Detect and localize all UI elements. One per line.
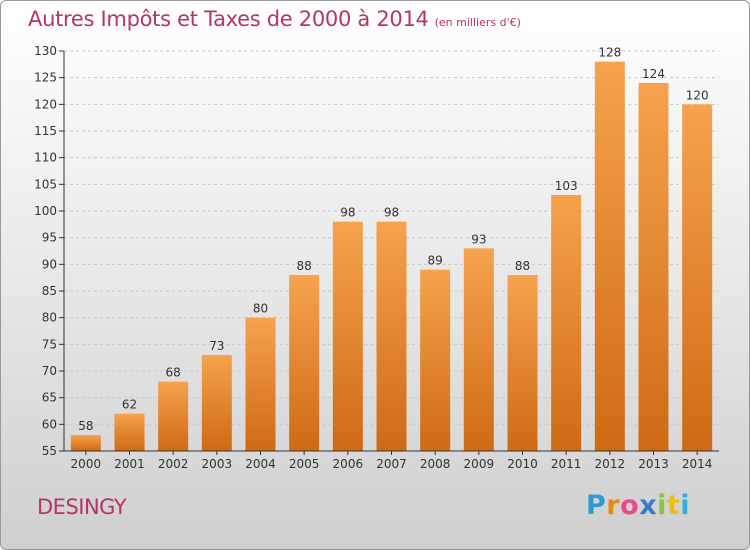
x-tick-label-2008: 2008 xyxy=(420,457,451,471)
chart-subtitle: (en milliers d'€) xyxy=(434,16,521,29)
x-tick-label-2012: 2012 xyxy=(595,457,626,471)
bar-2014 xyxy=(682,104,713,451)
place-name: DESINGY xyxy=(37,495,127,519)
bar-2002 xyxy=(158,381,189,451)
y-tick-label: 60 xyxy=(42,417,57,431)
x-tick-label-2002: 2002 xyxy=(158,457,189,471)
bar-2008 xyxy=(420,269,451,451)
y-tick-label: 115 xyxy=(34,124,57,138)
value-label-2006: 98 xyxy=(340,206,355,220)
y-tick-label: 75 xyxy=(42,337,57,351)
value-labels: 58 62 68 73 80 88 98 98 89 93 88 103 128 124 120 xyxy=(78,46,708,433)
logo-letter: P xyxy=(586,490,607,521)
value-label-2007: 98 xyxy=(384,206,399,220)
logo-letter: i xyxy=(680,490,691,521)
y-tick-label: 90 xyxy=(42,257,57,271)
y-tick-label: 80 xyxy=(42,311,57,325)
value-label-2000: 58 xyxy=(78,419,93,433)
logo-letter: x xyxy=(639,490,658,521)
bar-2011 xyxy=(551,195,582,451)
value-label-2013: 124 xyxy=(642,67,665,81)
logo-letter: t xyxy=(666,490,681,521)
x-tick-label-2006: 2006 xyxy=(333,457,364,471)
x-tick-label-2003: 2003 xyxy=(202,457,233,471)
bar-2012 xyxy=(594,61,625,452)
value-label-2010: 88 xyxy=(515,259,530,273)
y-tick-label: 85 xyxy=(42,284,57,298)
value-label-2005: 88 xyxy=(297,259,312,273)
value-label-2001: 62 xyxy=(122,398,137,412)
bar-2007 xyxy=(376,221,407,451)
y-tick-label: 95 xyxy=(42,231,57,245)
x-tick-label-2004: 2004 xyxy=(245,457,276,471)
value-label-2003: 73 xyxy=(209,339,224,353)
logo-letter: r xyxy=(606,490,621,521)
value-label-2009: 93 xyxy=(471,232,486,246)
chart-title: Autres Impôts et Taxes de 2000 à 2014 (en… xyxy=(28,7,521,31)
y-tick-label: 70 xyxy=(42,364,57,378)
x-tick-label-2007: 2007 xyxy=(376,457,407,471)
bar-2003 xyxy=(201,355,232,451)
y-tick-label: 105 xyxy=(34,177,57,191)
x-tick-label-2000: 2000 xyxy=(71,457,102,471)
bar-2004 xyxy=(245,317,276,451)
proxiti-logo: Proxiti xyxy=(586,490,690,521)
x-tick-label-2014: 2014 xyxy=(682,457,713,471)
bar-2010 xyxy=(507,275,538,451)
bar-2005 xyxy=(289,275,320,451)
bar-2000 xyxy=(70,435,101,451)
y-tick-label: 100 xyxy=(34,204,57,218)
value-label-2012: 128 xyxy=(598,46,621,60)
value-label-2011: 103 xyxy=(555,179,578,193)
bar-2009 xyxy=(463,248,494,451)
bar-2013 xyxy=(638,83,669,451)
y-tick-label: 130 xyxy=(34,44,57,58)
axes: 55 60 65 70 75 80 85 90 95 100 105 110 115 120 125 130 2… xyxy=(34,44,719,471)
logo-letter: i xyxy=(657,490,667,521)
logo-letter: o xyxy=(620,490,640,521)
bar-2001 xyxy=(114,413,145,451)
title-text: Autres Impôts et Taxes de 2000 à 2014 xyxy=(28,7,429,31)
y-tick-label: 125 xyxy=(34,71,57,85)
y-tick-label: 120 xyxy=(34,97,57,111)
value-label-2014: 120 xyxy=(686,88,709,102)
x-tick-label-2013: 2013 xyxy=(638,457,669,471)
value-label-2004: 80 xyxy=(253,302,268,316)
value-label-2002: 68 xyxy=(166,366,181,380)
x-tick-label-2005: 2005 xyxy=(289,457,320,471)
x-tick-label-2001: 2001 xyxy=(114,457,145,471)
bar-2006 xyxy=(332,221,363,451)
y-tick-label: 110 xyxy=(34,151,57,165)
x-tick-label-2011: 2011 xyxy=(551,457,582,471)
value-label-2008: 89 xyxy=(428,254,443,268)
bars xyxy=(70,61,713,452)
y-tick-label: 55 xyxy=(42,444,57,458)
x-tick-label-2010: 2010 xyxy=(507,457,538,471)
y-tick-label: 65 xyxy=(42,391,57,405)
x-tick-label-2009: 2009 xyxy=(464,457,495,471)
